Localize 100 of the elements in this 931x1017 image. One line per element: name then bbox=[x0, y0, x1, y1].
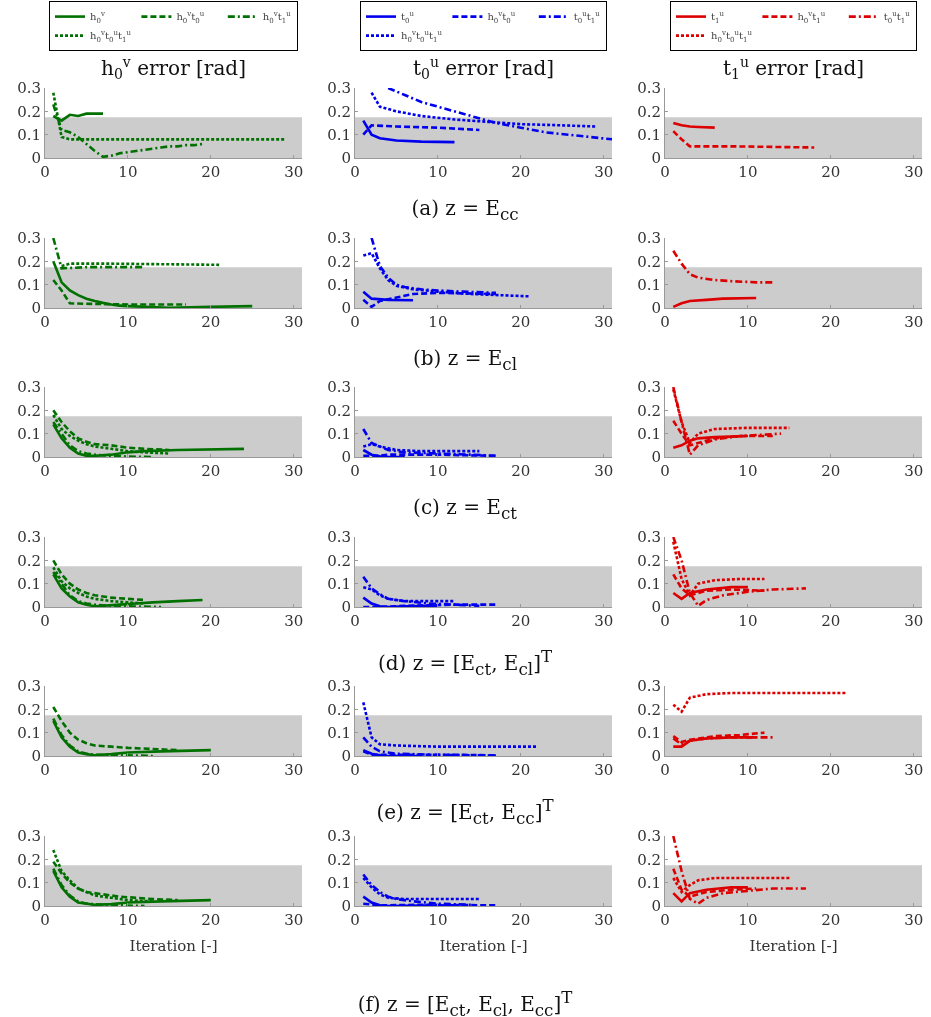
y-tick-label: 0.3 bbox=[637, 677, 661, 696]
y-tick-label: 0.1 bbox=[17, 125, 41, 144]
y-tick-label: 0.3 bbox=[327, 527, 351, 546]
x-tick-label: 20 bbox=[821, 611, 841, 630]
y-tick-label: 0.1 bbox=[17, 723, 41, 742]
x-axis-title: Iteration [-] bbox=[749, 936, 838, 955]
x-tick-label: 30 bbox=[284, 312, 304, 331]
y-tick-label: 0.1 bbox=[637, 574, 661, 593]
x-tick-label: 20 bbox=[511, 163, 531, 181]
x-tick-label: 10 bbox=[428, 312, 448, 331]
y-tick-label: 0.1 bbox=[327, 723, 351, 742]
x-tick-label: 30 bbox=[284, 910, 304, 929]
y-tick-label: 0.3 bbox=[17, 677, 41, 696]
y-tick-label: 0.1 bbox=[327, 574, 351, 593]
x-tick-label: 30 bbox=[284, 611, 304, 630]
y-tick-label: 0.1 bbox=[327, 873, 351, 892]
chart-title: t$_{1}$$^{u}$ error [rad] bbox=[722, 53, 865, 83]
x-tick-label: 10 bbox=[118, 163, 138, 181]
x-tick-label: 30 bbox=[904, 312, 924, 331]
y-tick-label: 0.3 bbox=[327, 826, 351, 845]
y-tick-label: 0.2 bbox=[637, 551, 661, 570]
y-tick-label: 0.3 bbox=[637, 527, 661, 546]
y-tick-label: 0.3 bbox=[327, 228, 351, 247]
x-tick-label: 10 bbox=[118, 761, 138, 779]
x-tick-label: 20 bbox=[511, 910, 531, 929]
y-tick-label: 0.3 bbox=[637, 378, 661, 397]
x-tick-label: 10 bbox=[118, 910, 138, 929]
y-tick-label: 0 bbox=[31, 597, 41, 616]
y-tick-label: 0.2 bbox=[17, 252, 41, 271]
x-tick-label: 20 bbox=[201, 312, 221, 331]
y-tick-label: 0.2 bbox=[637, 252, 661, 271]
x-tick-label: 20 bbox=[511, 312, 531, 331]
y-tick-label: 0 bbox=[31, 298, 41, 317]
y-tick-label: 0.3 bbox=[17, 378, 41, 397]
y-tick-label: 0 bbox=[341, 747, 351, 766]
x-tick-label: 20 bbox=[821, 163, 841, 181]
y-tick-label: 0.1 bbox=[637, 873, 661, 892]
y-tick-label: 0.1 bbox=[637, 125, 661, 144]
x-tick-label: 20 bbox=[201, 761, 221, 779]
y-tick-label: 0.3 bbox=[17, 527, 41, 546]
y-tick-label: 0.3 bbox=[17, 228, 41, 247]
y-tick-label: 0 bbox=[31, 149, 41, 168]
y-tick-label: 0.1 bbox=[637, 723, 661, 742]
y-tick-label: 0.2 bbox=[327, 850, 351, 869]
chart-title: h$_{0}$$^{v}$ error [rad] bbox=[101, 53, 246, 83]
y-tick-label: 0 bbox=[31, 747, 41, 766]
x-tick-label: 20 bbox=[511, 611, 531, 630]
y-tick-label: 0 bbox=[651, 298, 661, 317]
y-tick-label: 0.3 bbox=[327, 79, 351, 98]
x-tick-label: 20 bbox=[511, 761, 531, 779]
y-tick-label: 0.1 bbox=[637, 275, 661, 294]
y-tick-label: 0.2 bbox=[637, 401, 661, 420]
y-tick-label: 0 bbox=[651, 149, 661, 168]
x-tick-label: 20 bbox=[821, 910, 841, 929]
text: (c) z = E$_{ct}$ bbox=[412, 494, 518, 525]
x-tick-label: 10 bbox=[738, 462, 758, 480]
x-tick-label: 30 bbox=[904, 462, 924, 480]
text: (b) z = E$_{cl}$ bbox=[412, 344, 518, 376]
x-tick-label: 10 bbox=[428, 462, 448, 480]
x-tick-label: 20 bbox=[201, 611, 221, 630]
y-tick-label: 0.3 bbox=[637, 228, 661, 247]
y-tick-label: 0.1 bbox=[327, 424, 351, 443]
y-tick-label: 0.2 bbox=[327, 102, 351, 121]
x-tick-label: 10 bbox=[118, 462, 138, 480]
x-tick-label: 10 bbox=[738, 910, 758, 929]
y-tick-label: 0 bbox=[341, 448, 351, 467]
y-tick-label: 0.1 bbox=[17, 424, 41, 443]
x-tick-label: 10 bbox=[118, 312, 138, 331]
y-tick-label: 0.2 bbox=[17, 401, 41, 420]
y-tick-label: 0.2 bbox=[637, 102, 661, 121]
x-tick-label: 30 bbox=[594, 611, 614, 630]
y-tick-label: 0 bbox=[341, 298, 351, 317]
y-tick-label: 0 bbox=[31, 896, 41, 915]
y-tick-label: 0.2 bbox=[17, 700, 41, 719]
x-tick-label: 10 bbox=[118, 611, 138, 630]
x-tick-label: 30 bbox=[594, 761, 614, 779]
y-tick-label: 0 bbox=[341, 597, 351, 616]
x-tick-label: 20 bbox=[821, 761, 841, 779]
x-tick-label: 30 bbox=[284, 163, 304, 181]
y-tick-label: 0.3 bbox=[637, 79, 661, 98]
y-tick-label: 0 bbox=[651, 448, 661, 467]
x-tick-label: 20 bbox=[201, 163, 221, 181]
y-tick-label: 0 bbox=[651, 896, 661, 915]
chart-title: t$_{0}$$^{u}$ error [rad] bbox=[412, 53, 555, 83]
x-tick-label: 10 bbox=[738, 761, 758, 779]
x-tick-label: 30 bbox=[594, 910, 614, 929]
y-tick-label: 0.2 bbox=[637, 700, 661, 719]
text: (d) z = [E$_{ct}$, E$_{cl}$]$^{T}$ bbox=[377, 646, 553, 679]
x-tick-label: 30 bbox=[904, 910, 924, 929]
x-tick-label: 30 bbox=[284, 761, 304, 779]
x-tick-label: 20 bbox=[511, 462, 531, 480]
y-tick-label: 0.3 bbox=[637, 826, 661, 845]
y-tick-label: 0.1 bbox=[327, 275, 351, 294]
y-tick-label: 0.2 bbox=[327, 700, 351, 719]
x-tick-label: 10 bbox=[428, 163, 448, 181]
y-tick-label: 0.2 bbox=[327, 401, 351, 420]
x-tick-label: 10 bbox=[428, 910, 448, 929]
text: (e) z = [E$_{ct}$, E$_{cc}$]$^{T}$ bbox=[376, 796, 554, 828]
y-tick-label: 0.2 bbox=[17, 551, 41, 570]
x-tick-label: 30 bbox=[904, 163, 924, 181]
